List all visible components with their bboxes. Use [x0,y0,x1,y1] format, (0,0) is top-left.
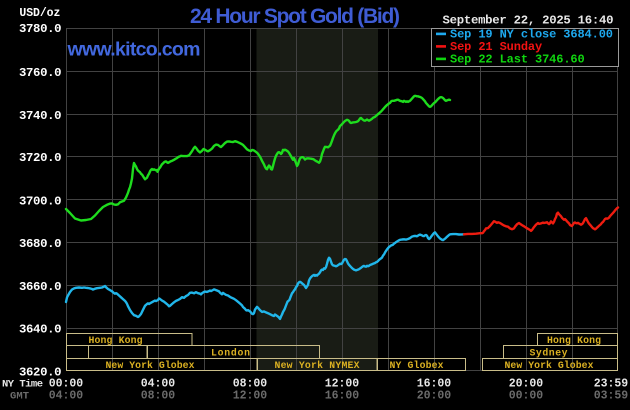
svg-text:3640.0: 3640.0 [19,323,62,337]
svg-text:USD/oz: USD/oz [19,7,60,20]
svg-text:08:00: 08:00 [233,378,267,391]
svg-text:04:00: 04:00 [141,378,175,391]
svg-text:00:00: 00:00 [509,390,543,403]
svg-text:GMT: GMT [10,391,29,403]
svg-text:New York Globex: New York Globex [106,360,195,371]
svg-text:00:00: 00:00 [49,378,83,391]
svg-text:16:00: 16:00 [417,378,451,391]
svg-text:NY Time: NY Time [2,379,43,391]
svg-text:12:00: 12:00 [325,378,359,391]
svg-text:23:59: 23:59 [594,378,628,391]
svg-text:Sydney: Sydney [530,348,568,359]
svg-text:September 22, 2025 16:40: September 22, 2025 16:40 [443,14,614,28]
svg-text:24 Hour Spot Gold (Bid): 24 Hour Spot Gold (Bid) [190,5,400,28]
svg-text:12:00: 12:00 [233,390,267,403]
svg-text:NY Globex: NY Globex [390,360,444,371]
svg-text:03:59: 03:59 [594,390,628,403]
svg-text:08:00: 08:00 [141,390,175,403]
svg-text:New York NYMEX: New York NYMEX [275,360,360,371]
svg-text:Hong Kong: Hong Kong [89,335,143,346]
svg-text:3780.0: 3780.0 [19,22,62,36]
svg-text:www.kitco.com: www.kitco.com [67,39,201,61]
svg-text:3740.0: 3740.0 [19,109,62,123]
svg-text:20:00: 20:00 [417,390,451,403]
svg-text:3660.0: 3660.0 [19,280,62,294]
svg-text:3680.0: 3680.0 [19,237,62,251]
svg-text:3620.0: 3620.0 [19,365,62,379]
svg-text:Hong Kong: Hong Kong [547,335,601,346]
svg-text:3760.0: 3760.0 [19,66,62,80]
svg-text:New York Globex: New York Globex [505,360,594,371]
svg-text:Sep 22 Last 3746.60: Sep 22 Last 3746.60 [450,53,585,67]
svg-text:Sep 19 NY close 3684.00: Sep 19 NY close 3684.00 [450,28,613,42]
svg-text:16:00: 16:00 [325,390,359,403]
svg-text:London: London [211,348,250,359]
svg-text:20:00: 20:00 [509,378,543,391]
svg-text:3720.0: 3720.0 [19,151,62,165]
svg-text:Sep 21 Sunday: Sep 21 Sunday [450,40,542,54]
svg-text:3700.0: 3700.0 [19,194,62,208]
svg-text:04:00: 04:00 [49,390,83,403]
